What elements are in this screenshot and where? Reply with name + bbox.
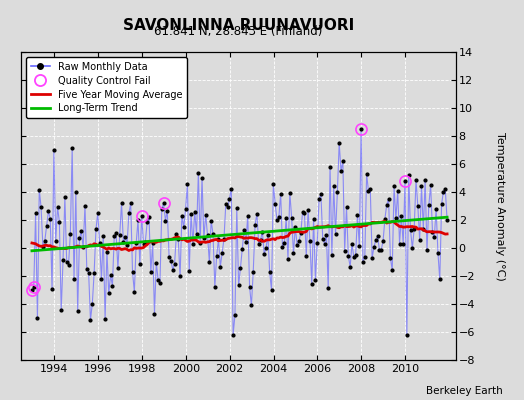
Legend: Raw Monthly Data, Quality Control Fail, Five Year Moving Average, Long-Term Tren: Raw Monthly Data, Quality Control Fail, … [26, 57, 187, 118]
Text: 61.841 N, 28.843 E (Finland): 61.841 N, 28.843 E (Finland) [154, 25, 323, 38]
Y-axis label: Temperature Anomaly (°C): Temperature Anomaly (°C) [495, 132, 505, 280]
Title: SAVONLINNA RUUNAVUORI: SAVONLINNA RUUNAVUORI [123, 18, 354, 33]
Text: Berkeley Earth: Berkeley Earth [427, 386, 503, 396]
